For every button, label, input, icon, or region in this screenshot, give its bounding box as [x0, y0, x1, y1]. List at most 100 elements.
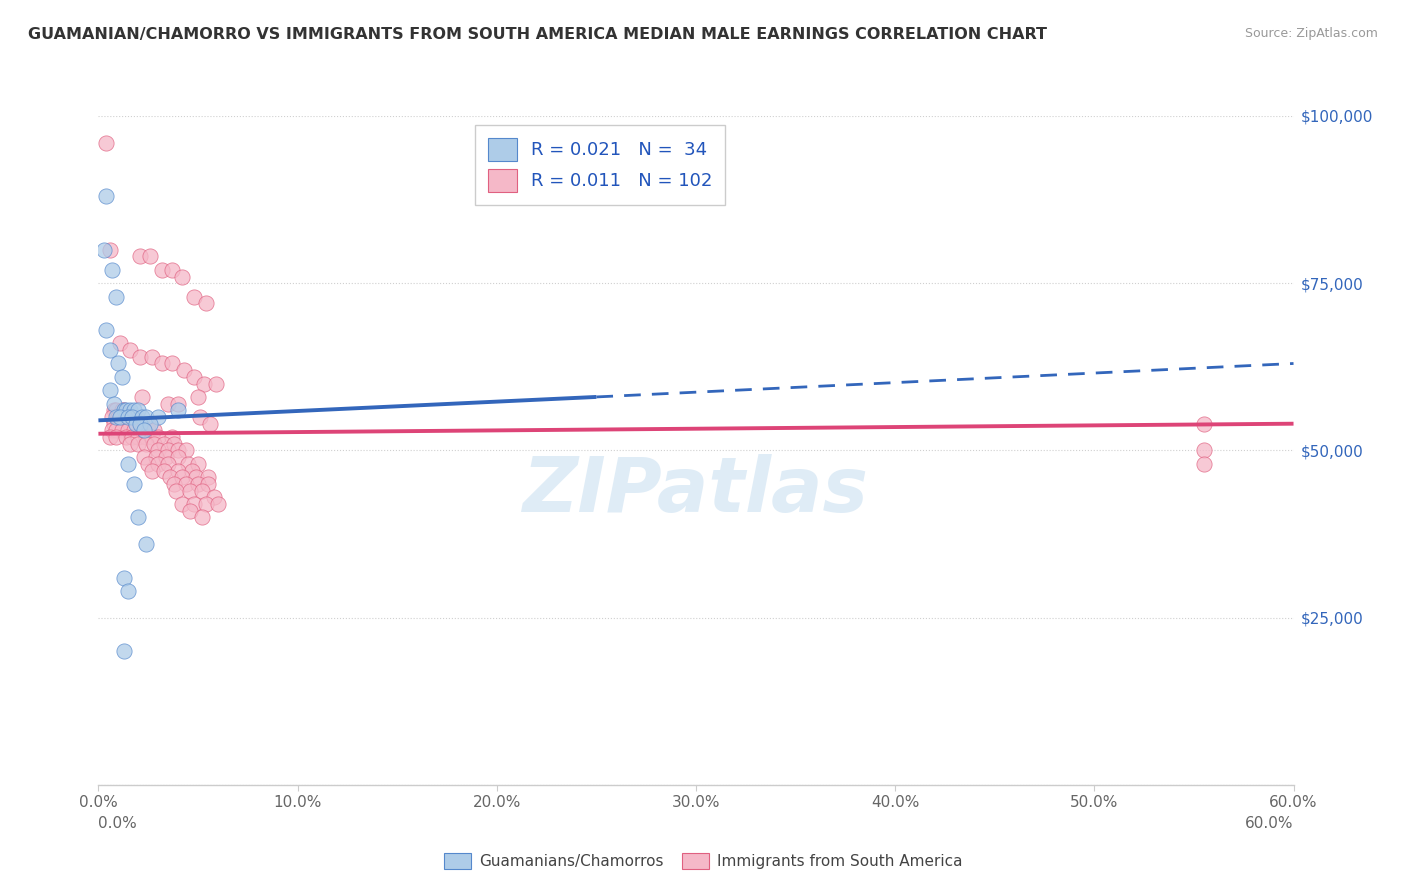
Point — [141, 464, 163, 478]
Point — [167, 450, 190, 464]
Point — [129, 417, 152, 431]
Point — [194, 497, 218, 511]
Point — [139, 417, 162, 431]
Point — [153, 464, 176, 478]
Point — [135, 537, 157, 551]
Point — [194, 296, 218, 310]
Point — [117, 424, 139, 438]
Point — [143, 424, 166, 438]
Point — [183, 289, 205, 303]
Text: Source: ZipAtlas.com: Source: ZipAtlas.com — [1244, 27, 1378, 40]
Point — [167, 464, 190, 478]
Point — [155, 450, 177, 464]
Point — [107, 417, 129, 431]
Point — [131, 390, 153, 404]
Legend: R = 0.021   N =  34, R = 0.011   N = 102: R = 0.021 N = 34, R = 0.011 N = 102 — [475, 125, 725, 205]
Point — [145, 450, 167, 464]
Point — [110, 410, 132, 425]
Point — [205, 376, 228, 391]
Point — [191, 510, 214, 524]
Point — [179, 503, 201, 517]
Point — [120, 403, 142, 417]
Point — [1192, 443, 1215, 458]
Point — [127, 403, 149, 417]
Point — [115, 410, 138, 425]
Point — [98, 243, 122, 257]
Point — [127, 430, 149, 444]
Point — [172, 269, 194, 284]
Point — [107, 410, 129, 425]
Point — [98, 384, 122, 398]
Point — [120, 436, 142, 450]
Point — [105, 289, 128, 303]
Point — [135, 436, 157, 450]
Point — [148, 410, 170, 425]
Point — [127, 436, 149, 450]
Point — [115, 403, 138, 417]
Point — [93, 243, 115, 257]
Point — [160, 430, 183, 444]
Point — [184, 470, 207, 484]
Point — [125, 417, 148, 431]
Point — [112, 571, 135, 585]
Text: GUAMANIAN/CHAMORRO VS IMMIGRANTS FROM SOUTH AMERICA MEDIAN MALE EARNINGS CORRELA: GUAMANIAN/CHAMORRO VS IMMIGRANTS FROM SO… — [28, 27, 1047, 42]
Point — [135, 430, 157, 444]
Point — [160, 356, 183, 371]
Legend: Guamanians/Chamorros, Immigrants from South America: Guamanians/Chamorros, Immigrants from So… — [437, 847, 969, 875]
Point — [105, 430, 128, 444]
Point — [160, 263, 183, 277]
Point — [167, 443, 190, 458]
Point — [134, 450, 156, 464]
Point — [150, 263, 173, 277]
Point — [110, 410, 132, 425]
Point — [96, 136, 118, 150]
Point — [157, 443, 180, 458]
Text: 0.0%: 0.0% — [98, 816, 138, 831]
Point — [177, 457, 200, 471]
Point — [148, 430, 170, 444]
Point — [150, 356, 173, 371]
Point — [112, 417, 135, 431]
Point — [135, 410, 157, 425]
Point — [131, 410, 153, 425]
Point — [101, 263, 124, 277]
Point — [117, 583, 139, 598]
Point — [163, 476, 186, 491]
Point — [103, 417, 125, 431]
Point — [197, 476, 219, 491]
Point — [131, 417, 153, 431]
Point — [136, 417, 159, 431]
Point — [157, 396, 180, 410]
Point — [193, 376, 215, 391]
Point — [121, 410, 143, 425]
Point — [172, 470, 194, 484]
Point — [117, 410, 139, 425]
Point — [103, 403, 125, 417]
Point — [1192, 457, 1215, 471]
Point — [139, 249, 162, 264]
Point — [136, 457, 159, 471]
Point — [167, 396, 190, 410]
Point — [131, 424, 153, 438]
Point — [136, 424, 159, 438]
Point — [117, 457, 139, 471]
Point — [129, 249, 152, 264]
Point — [111, 403, 134, 417]
Point — [105, 410, 128, 425]
Point — [198, 417, 221, 431]
Point — [107, 356, 129, 371]
Point — [183, 497, 205, 511]
Point — [141, 350, 163, 364]
Point — [191, 483, 214, 498]
Point — [124, 476, 146, 491]
Point — [103, 396, 125, 410]
Point — [117, 410, 139, 425]
Point — [157, 457, 180, 471]
Point — [112, 644, 135, 658]
Point — [188, 410, 211, 425]
Point — [1192, 417, 1215, 431]
Point — [96, 323, 118, 337]
Point — [181, 464, 204, 478]
Point — [121, 430, 143, 444]
Point — [127, 510, 149, 524]
